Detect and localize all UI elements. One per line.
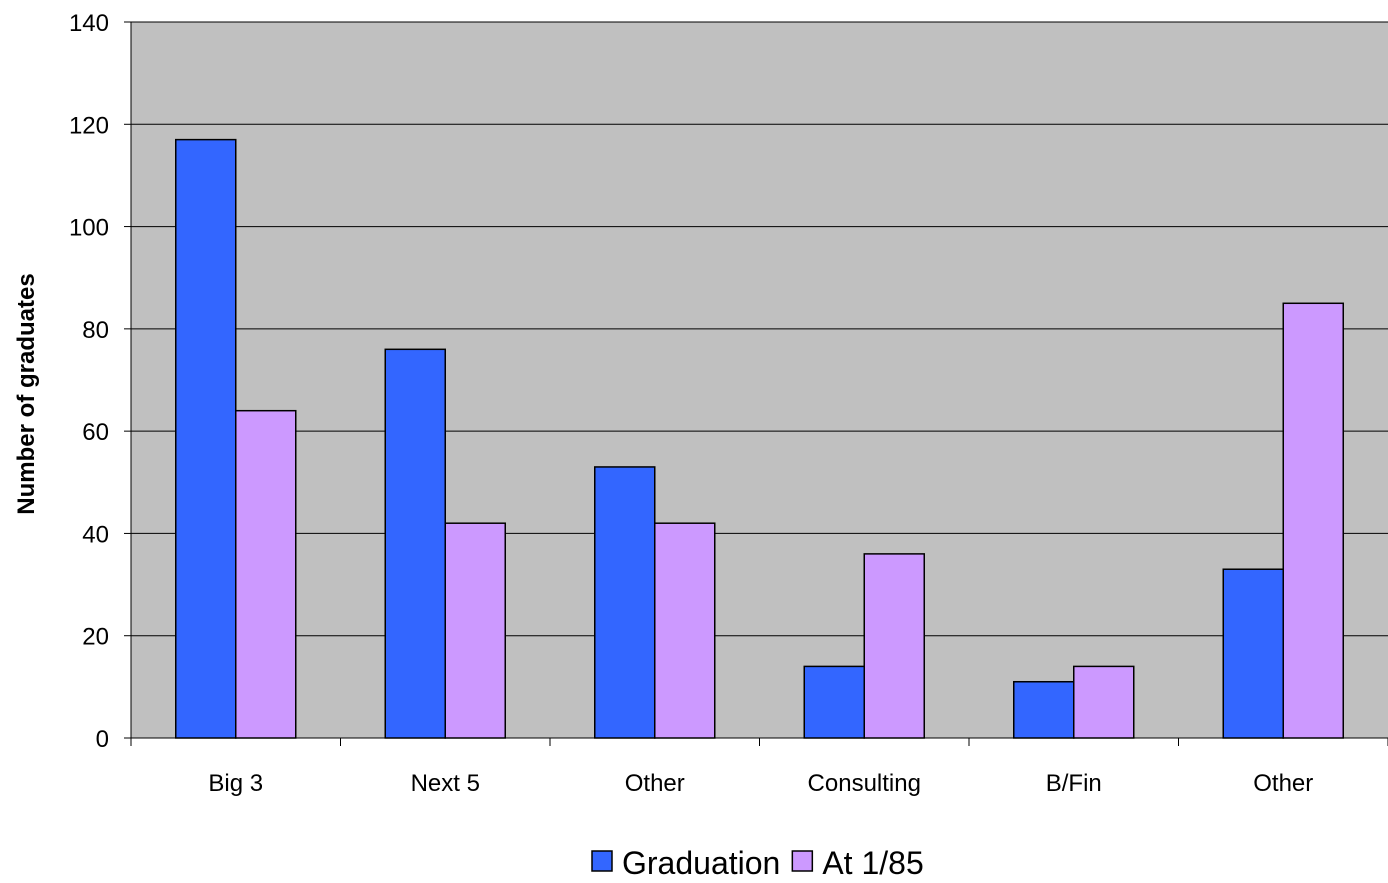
y-tick-labels: 0 20 40 60 80 100 120 140 [69, 10, 109, 753]
y-tick-label: 140 [69, 10, 109, 37]
bar-at-1-85-4 [863, 553, 925, 739]
y-tick-label: 40 [82, 521, 109, 548]
y-tick-label: 0 [96, 726, 109, 753]
bar-graduation-6 [1222, 568, 1284, 739]
bar-at-1-85-6 [1282, 302, 1344, 739]
bar-graduation-2 [384, 348, 446, 739]
y-tick-label: 60 [82, 419, 109, 446]
x-tick-label: B/Fin [1046, 770, 1102, 797]
legend-label-graduation: Graduation [622, 845, 780, 881]
bar-at-1-85-3 [654, 522, 716, 739]
y-tick-label: 20 [82, 624, 109, 651]
y-axis-label: Number of graduates [13, 273, 40, 514]
plot-area [131, 22, 1388, 738]
legend: Graduation At 1/85 [591, 845, 924, 881]
axes [124, 21, 1388, 746]
bar-at-1-85-1 [235, 409, 297, 739]
bar-graduation-4 [803, 665, 865, 739]
x-tick-label: Big 3 [208, 770, 263, 797]
x-tick-label: Next 5 [411, 770, 480, 797]
x-tick-label: Other [1253, 770, 1313, 797]
x-tick-labels: Big 3 Next 5 Other Consulting B/Fin Other [208, 770, 1313, 797]
legend-label-at-1-85: At 1/85 [822, 845, 923, 881]
bar-graduation-1 [175, 138, 237, 739]
bar-graduation-3 [594, 466, 656, 739]
x-tick-label: Other [625, 770, 685, 797]
y-tick-label: 120 [69, 112, 109, 139]
bar-graduation-5 [1013, 680, 1075, 739]
bar-at-1-85-2 [444, 522, 506, 739]
x-tick-label: Consulting [808, 770, 921, 797]
legend-swatch-graduation [591, 850, 613, 872]
y-tick-label: 80 [82, 317, 109, 344]
gridlines [131, 21, 1388, 637]
bar-at-1-85-5 [1073, 665, 1135, 739]
legend-swatch-at-1-85 [791, 850, 814, 872]
bars [175, 138, 1344, 739]
y-tick-label: 100 [69, 215, 109, 242]
